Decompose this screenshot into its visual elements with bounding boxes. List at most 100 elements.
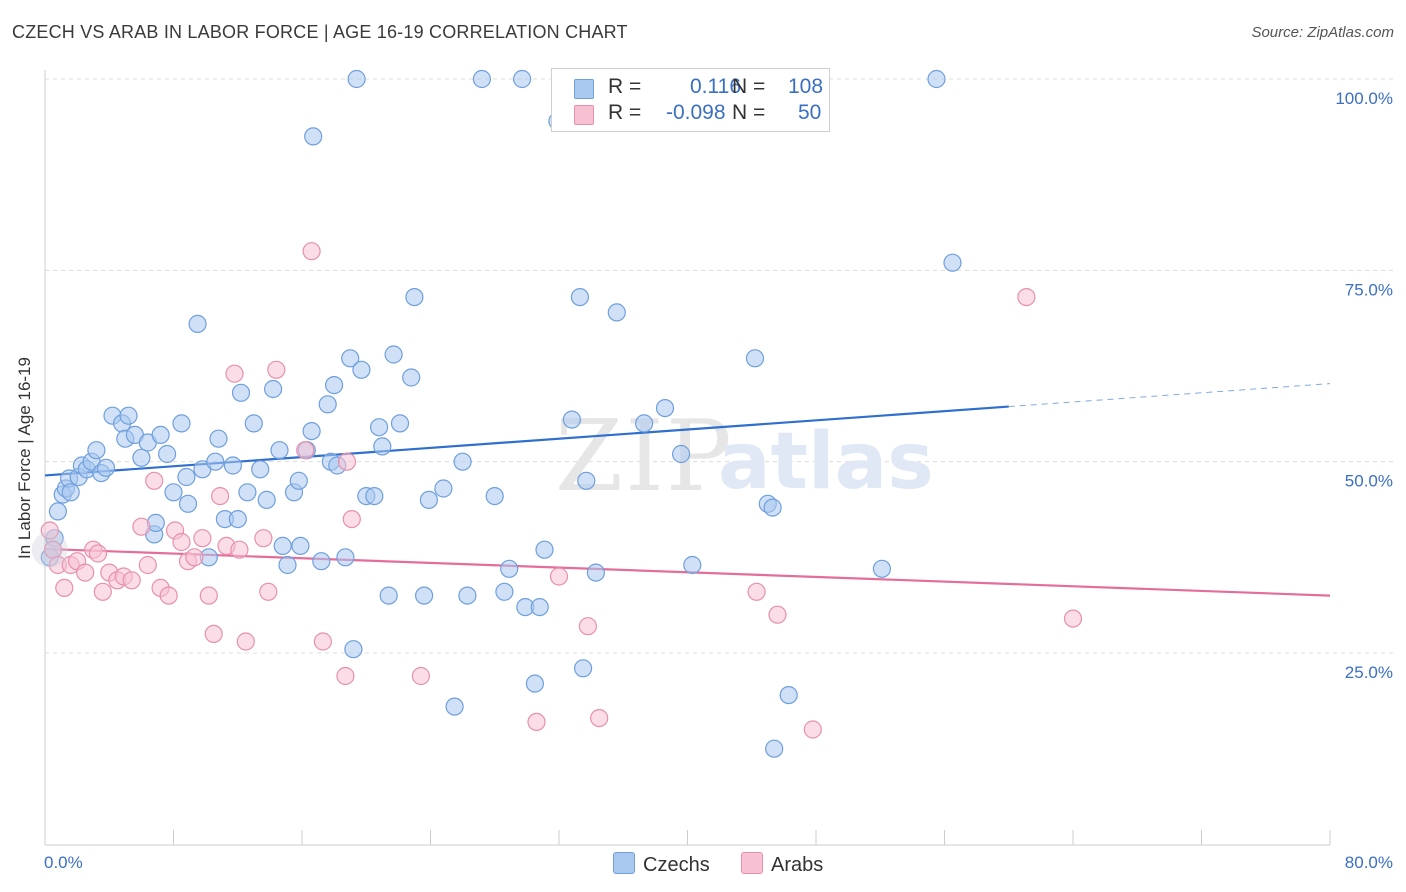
czech-point [485,487,504,506]
czech-point [228,509,247,529]
czech-point [607,303,626,322]
czech-point [341,349,360,368]
arabs-r-value: -0.098 [666,101,726,124]
czech-point [683,555,702,575]
czech-point [370,418,389,437]
arab-point [122,571,141,590]
czech-point [172,414,191,433]
czech-point [525,674,545,693]
x-tick-label-max: 80.0% [1345,853,1393,872]
y-tick-label-100: 100.0% [1335,89,1393,108]
arab-point [747,582,766,601]
czech-point [512,69,532,89]
czech-point [177,467,196,487]
arab-point [55,578,74,598]
arab-point [193,529,212,548]
czech-point [302,422,321,441]
czech-point [577,471,596,490]
czech-point [291,536,310,556]
czech-point [458,586,477,605]
arab-point [259,582,278,601]
series-legend-arabs[interactable]: Arabs [741,852,823,877]
arab-point [40,521,59,540]
czech-point [365,487,384,506]
czech-point [500,559,519,578]
czechs-r-value: 0.116 [690,75,741,98]
arab-point [411,666,430,686]
czechs-legend-label: Czechs [643,854,710,876]
arab-point [93,582,112,601]
czech-trend-extension [1008,383,1331,408]
czech-point [223,456,242,475]
czech-point [304,127,323,146]
czech-point [289,471,308,490]
czech-point [390,414,410,433]
czech-point [312,552,331,571]
stats-legend: R = 0.116 N = 108 R = -0.098 N = 50 [551,68,830,132]
arab-point [204,624,223,644]
arab-point [336,666,355,686]
czech-point [119,406,138,425]
czech-point [164,483,183,502]
y-tick-label-75: 75.0% [1345,280,1393,299]
arab-point [199,586,218,605]
czech-point [336,548,355,567]
czech-point [61,483,80,502]
czech-point [325,376,344,395]
arab-point [185,548,204,567]
czech-point [158,444,177,464]
arab-point [88,544,108,563]
czech-point [270,441,289,460]
watermark: ZIP atlas [555,400,934,514]
arab-point [768,605,787,624]
arab-point [211,487,230,506]
czech-point [178,494,198,513]
czech-point [779,685,798,705]
arab-point [803,720,822,739]
czech-point [379,586,398,605]
czech-point [257,490,276,509]
czech-point [763,498,782,517]
arabs-swatch [574,105,594,125]
arab-point [296,441,315,460]
czech-point [405,288,424,307]
arab-point [578,617,598,636]
overlap-cluster [31,531,68,568]
czech-point [352,360,371,379]
czech-point [151,425,170,444]
czech-point [188,314,207,333]
czech-point [634,414,654,433]
arab-point [1017,288,1036,307]
x-tick-label-min: 0.0% [44,853,83,872]
r-label: R = [608,101,642,124]
arab-point [230,540,249,559]
czech-point [244,414,263,433]
arab-point [527,712,546,732]
czech-point [264,379,283,399]
arab-point [145,471,164,490]
czech-point [318,395,337,414]
czech-point [573,659,593,678]
czech-point [278,555,297,575]
czech-point [238,483,257,502]
czech-point [434,479,453,498]
y-tick-labels: 25.0% 50.0% 75.0% 100.0% [1335,89,1393,682]
watermark-atlas: atlas [718,417,934,507]
y-axis-label: In Labor Force | Age 16-19 [15,357,34,559]
arab-point [337,452,357,471]
x-ticks [44,830,1331,845]
czech-point [453,452,472,471]
arab-point [159,586,178,605]
series-legend-czechs[interactable]: Czechs [613,852,710,877]
czech-point [655,399,675,418]
czech-point [132,448,151,467]
chart-title: CZECH VS ARAB IN LABOR FORCE | AGE 16-19… [12,22,628,42]
arab-point [225,364,244,383]
czechs-legend-swatch [613,852,635,874]
czech-point [415,586,434,605]
czech-point [206,452,225,471]
arab-point [132,517,151,536]
czech-point [419,490,438,509]
czech-point [472,69,491,89]
